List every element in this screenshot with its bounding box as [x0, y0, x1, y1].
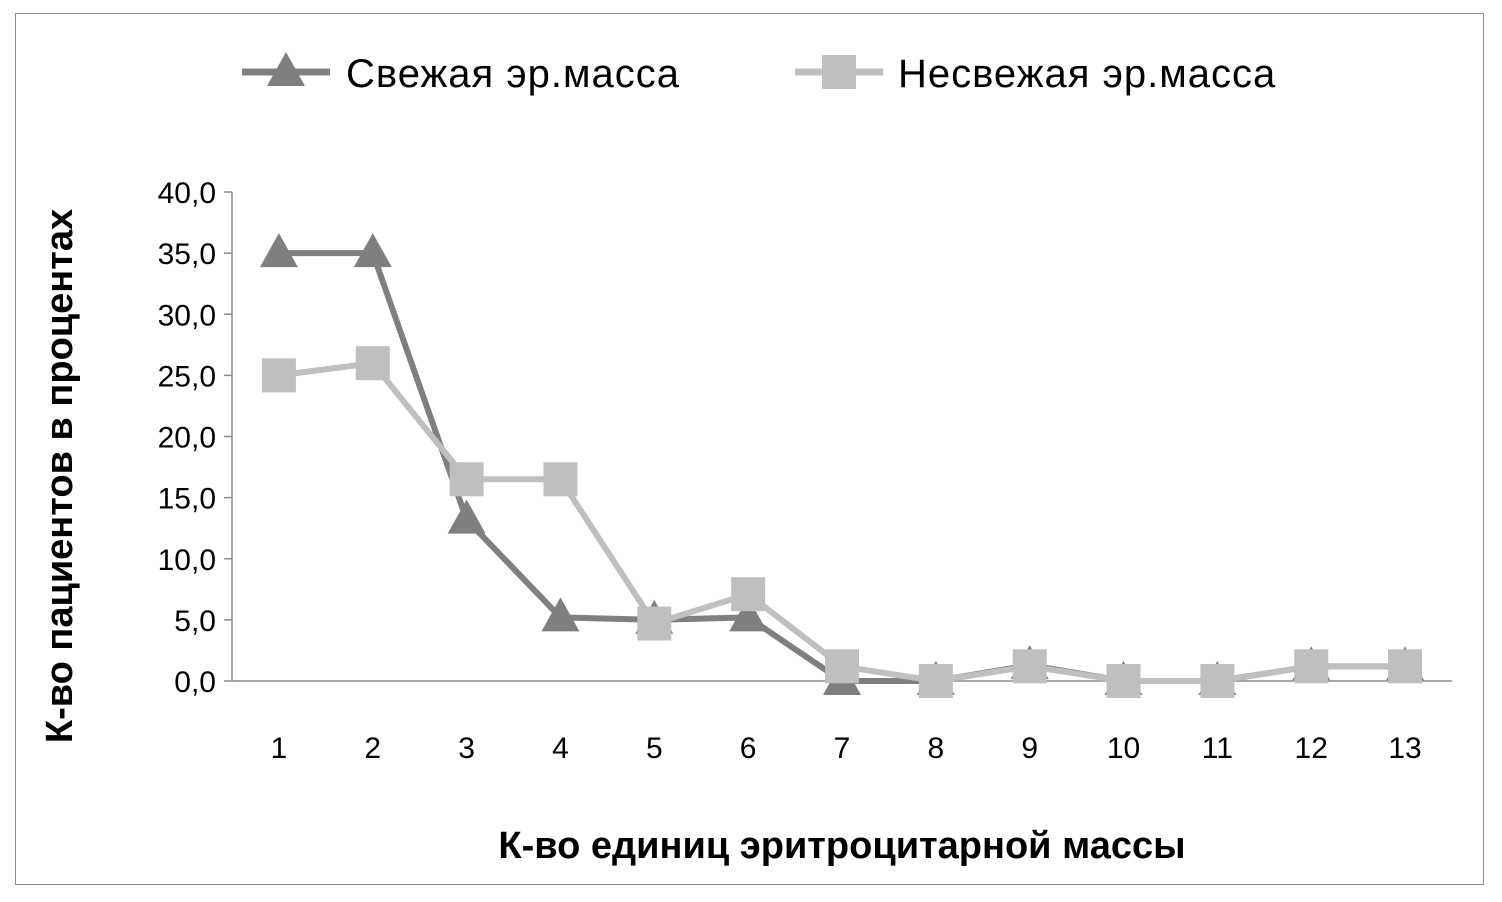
- data-point-square: [1388, 649, 1423, 684]
- y-tick-label: 20,0: [158, 422, 216, 455]
- x-tick-label: 13: [1388, 732, 1421, 765]
- x-tick-label: 2: [364, 732, 381, 765]
- x-tick-label: 9: [1021, 732, 1038, 765]
- data-point-square: [355, 346, 390, 381]
- data-point-square: [1294, 649, 1329, 684]
- data-point-square: [918, 664, 953, 698]
- data-point-square: [1012, 649, 1047, 684]
- x-tick-label: 6: [740, 732, 757, 765]
- data-point-square: [1200, 664, 1235, 698]
- x-tick-label: 3: [458, 732, 475, 765]
- data-point-square: [449, 462, 484, 497]
- legend: Свежая эр.масса Несвежая эр.масса: [242, 52, 1276, 96]
- data-point-square: [731, 577, 766, 612]
- x-axis-title: К-во единиц эритроцитарной массы: [498, 825, 1185, 867]
- data-point-triangle: [259, 233, 298, 268]
- series-line-1: [278, 250, 1406, 684]
- x-tick-label: 1: [271, 732, 288, 765]
- legend-label-stale: Несвежая эр.масса: [898, 52, 1276, 96]
- data-point-triangle: [447, 499, 486, 534]
- x-tick-label: 12: [1295, 732, 1328, 765]
- y-tick-label: 5,0: [174, 605, 216, 638]
- data-point-square: [637, 606, 672, 641]
- y-tick-label: 15,0: [158, 483, 216, 516]
- data-point-triangle: [541, 597, 580, 632]
- x-tick-label: 10: [1107, 732, 1140, 765]
- y-tick-label: 40,0: [158, 177, 216, 210]
- y-tick-label: 10,0: [158, 544, 216, 577]
- x-tick-label: 5: [646, 732, 663, 765]
- data-point-square: [1106, 664, 1141, 698]
- y-axis-title: К-во пациентов в процентах: [39, 209, 81, 743]
- x-tick-label: 7: [834, 732, 851, 765]
- legend-marker-fresh: [267, 52, 305, 86]
- data-point-square: [543, 462, 578, 497]
- data-point-square: [261, 358, 296, 393]
- data-point-triangle: [353, 233, 392, 268]
- data-point-triangle: [729, 597, 768, 632]
- y-tick-label: 35,0: [158, 238, 216, 271]
- x-tick-label: 11: [1202, 732, 1233, 765]
- series-line-2: [278, 360, 1406, 684]
- chart-frame: [15, 13, 1484, 885]
- y-tick-label: 0,0: [174, 666, 216, 699]
- legend-item-stale: Несвежая эр.масса: [795, 52, 1276, 96]
- plot-area: 0,05,010,015,020,025,030,035,040,01 2 3 4 5 6…: [158, 177, 1452, 765]
- x-tick-label: 4: [552, 732, 569, 765]
- legend-item-fresh: Свежая эр.масса: [242, 52, 680, 96]
- y-tick-label: 30,0: [158, 299, 216, 332]
- data-point-square: [825, 649, 859, 684]
- y-tick-label: 25,0: [158, 360, 216, 393]
- legend-marker-stale: [822, 55, 856, 89]
- legend-label-fresh: Свежая эр.масса: [346, 52, 680, 96]
- x-tick-label: 8: [928, 732, 945, 765]
